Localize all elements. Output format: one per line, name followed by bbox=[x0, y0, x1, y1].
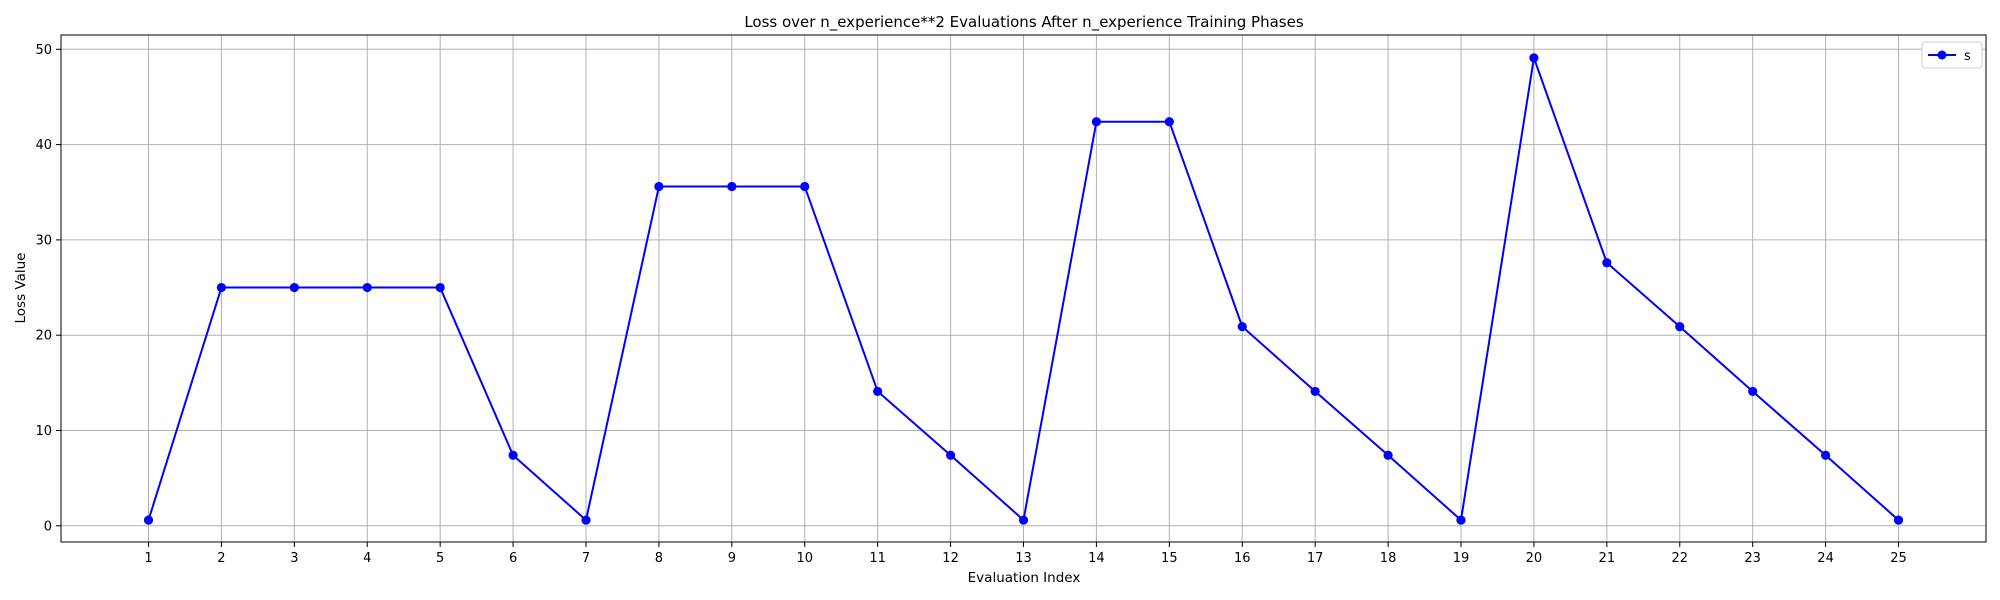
x-tick-label: 21 bbox=[1599, 551, 1616, 566]
series-markers bbox=[143, 53, 1904, 525]
y-tick-label: 20 bbox=[35, 329, 52, 344]
y-tick-label: 10 bbox=[35, 424, 52, 439]
axes bbox=[56, 34, 1987, 547]
x-tick-label: 13 bbox=[1015, 551, 1032, 566]
data-point bbox=[873, 386, 883, 397]
x-tick-label: 16 bbox=[1234, 551, 1251, 566]
data-point bbox=[1456, 515, 1466, 525]
legend-marker-sample bbox=[1937, 50, 1947, 60]
data-point bbox=[143, 515, 154, 525]
x-tick-label: 18 bbox=[1380, 551, 1397, 566]
x-tick-label: 9 bbox=[728, 551, 736, 566]
x-tick-label: 20 bbox=[1526, 551, 1543, 566]
data-point bbox=[1529, 53, 1539, 63]
data-point bbox=[581, 515, 591, 525]
x-tick-label: 17 bbox=[1307, 551, 1324, 566]
data-point bbox=[1018, 515, 1029, 525]
x-tick-label: 23 bbox=[1744, 551, 1761, 566]
x-tick-label: 8 bbox=[655, 551, 663, 566]
data-point bbox=[1675, 322, 1685, 332]
data-point bbox=[945, 450, 956, 460]
x-tick-label: 24 bbox=[1817, 551, 1834, 566]
y-axis-label: Loss Value bbox=[13, 253, 29, 324]
data-point bbox=[1748, 386, 1758, 397]
data-point bbox=[508, 450, 518, 460]
data-point bbox=[1310, 386, 1320, 397]
data-point bbox=[1602, 258, 1612, 268]
x-tick-label: 15 bbox=[1161, 551, 1178, 566]
x-tick-label: 2 bbox=[217, 551, 225, 566]
x-tick-label: 11 bbox=[869, 551, 886, 566]
data-point bbox=[654, 181, 664, 192]
data-point bbox=[216, 282, 227, 293]
plot-frame bbox=[60, 34, 1987, 543]
data-point bbox=[1820, 450, 1831, 460]
x-tick-label: 10 bbox=[796, 551, 813, 566]
x-tick-label: 6 bbox=[509, 551, 517, 566]
y-tick-label: 50 bbox=[35, 43, 52, 58]
data-point bbox=[289, 282, 299, 293]
x-tick-label: 12 bbox=[942, 551, 959, 566]
chart-title: Loss over n_experience**2 Evaluations Af… bbox=[744, 13, 1304, 32]
data-point bbox=[435, 282, 445, 293]
x-tick-label: 1 bbox=[144, 551, 152, 566]
x-tick-label: 22 bbox=[1671, 551, 1688, 566]
x-tick-label: 4 bbox=[363, 551, 371, 566]
data-point bbox=[1237, 322, 1247, 332]
data-point bbox=[362, 282, 372, 293]
y-tick-label: 0 bbox=[44, 519, 52, 534]
x-tick-label: 7 bbox=[582, 551, 590, 566]
x-axis-label: Evaluation Index bbox=[968, 570, 1081, 586]
data-point bbox=[1091, 117, 1102, 127]
y-tick-label: 30 bbox=[35, 233, 52, 248]
data-point bbox=[727, 181, 737, 192]
grid bbox=[61, 35, 1986, 542]
y-tick-label: 40 bbox=[35, 138, 52, 153]
tick-labels: 1 2 3 4 5 6 7 8 9 10 11 12 13 14 15 16 17 18 19 20 21 22 23 24 2… bbox=[35, 43, 1906, 566]
x-tick-label: 25 bbox=[1890, 551, 1907, 566]
data-point bbox=[1164, 117, 1174, 127]
x-tick-label: 5 bbox=[436, 551, 444, 566]
legend: s bbox=[1921, 41, 1983, 69]
data-point bbox=[800, 181, 810, 192]
x-tick-label: 3 bbox=[290, 551, 298, 566]
x-tick-label: 19 bbox=[1453, 551, 1470, 566]
data-point bbox=[1383, 450, 1393, 460]
data-point bbox=[1893, 515, 1904, 525]
x-tick-label: 14 bbox=[1088, 551, 1105, 566]
legend-label: s bbox=[1964, 49, 1971, 64]
